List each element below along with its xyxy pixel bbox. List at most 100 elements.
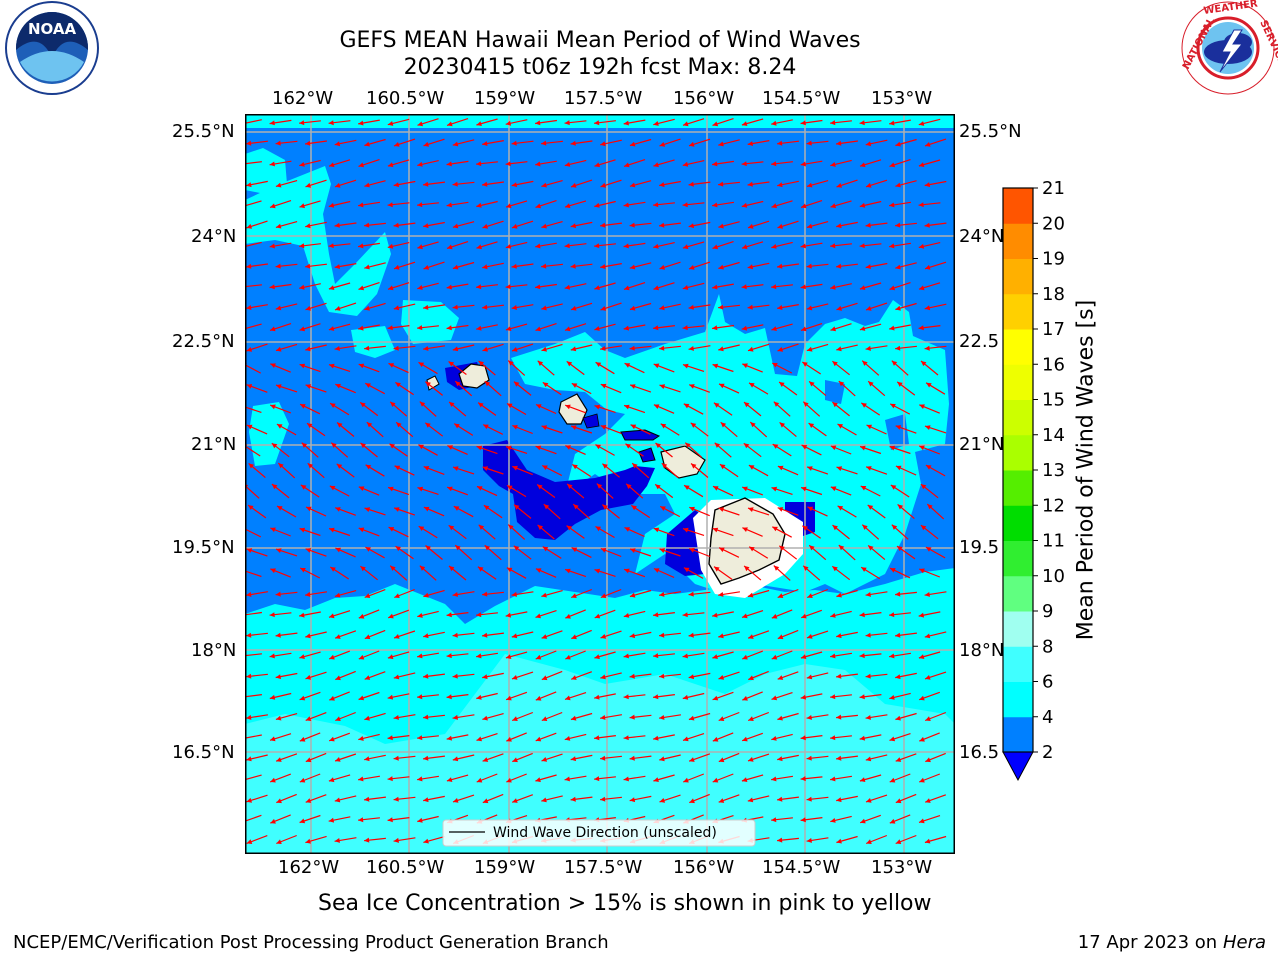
wind-wave-arrowhead	[511, 140, 517, 146]
wind-wave-arrowhead	[868, 545, 874, 551]
wind-wave-arrowhead	[269, 161, 275, 167]
wind-wave-arrowhead	[741, 284, 747, 290]
wind-wave-arrowhead	[511, 633, 518, 639]
wind-wave-arrowhead	[594, 326, 600, 331]
wind-wave-arrowhead	[565, 695, 571, 701]
wind-wave-arrow	[245, 694, 262, 698]
wind-wave-arrowhead	[417, 817, 423, 823]
wind-wave-arrowhead	[423, 346, 429, 351]
colorbar-label: Mean Period of Wind Waves [s]	[1073, 299, 1099, 641]
wind-wave-arrowhead	[535, 161, 541, 167]
wind-wave-arrowhead	[505, 161, 511, 167]
wind-wave-arrowhead	[806, 796, 812, 802]
wind-wave-arrowhead	[807, 466, 813, 471]
wind-wave-arrowhead	[358, 527, 365, 533]
wind-wave-arrowhead	[425, 381, 431, 387]
wind-wave-arrowhead	[926, 382, 932, 388]
wind-wave-arrowhead	[511, 305, 517, 310]
wind-wave-arrowhead	[744, 565, 750, 572]
wind-wave-arrowhead	[629, 141, 636, 147]
wind-wave-arrowhead	[571, 634, 577, 640]
wind-wave-arrowhead	[246, 223, 252, 229]
wind-wave-arrowhead	[743, 443, 750, 449]
wind-wave-arrowhead	[275, 715, 282, 721]
wind-wave-arrowhead	[689, 506, 695, 512]
wind-wave-arrowhead	[889, 162, 896, 168]
colorbar-tick-label: 21	[1042, 180, 1065, 199]
wind-wave-arrowhead	[446, 284, 452, 290]
wind-wave-arrowhead	[275, 674, 282, 680]
wind-wave-arrowhead	[477, 486, 483, 491]
wind-wave-arrowhead	[836, 673, 842, 679]
wind-wave-arrowhead	[688, 591, 694, 597]
map-frame	[245, 114, 955, 854]
map-panel: Wind Wave Direction (unscaled)	[245, 114, 955, 854]
wind-wave-arrowhead	[808, 423, 815, 428]
wind-wave-arrowhead	[299, 736, 306, 742]
wind-wave-arrowhead	[329, 695, 335, 701]
wind-wave-arrowhead	[595, 526, 601, 532]
wind-wave-arrowhead	[718, 716, 725, 721]
wind-wave-arrowhead	[777, 715, 783, 721]
wind-wave-arrowhead	[749, 382, 755, 388]
wind-wave-arrowhead	[299, 527, 306, 533]
wind-wave-arrowhead	[800, 654, 807, 659]
wind-wave-arrowhead	[248, 505, 254, 510]
wind-wave-arrowhead	[512, 347, 518, 352]
wind-wave-arrow	[245, 119, 262, 124]
wind-wave-arrowhead	[305, 798, 312, 803]
wind-wave-arrowhead	[629, 592, 636, 598]
lat-label-left: 18°N	[191, 640, 237, 661]
wind-wave-arrowhead	[747, 264, 754, 270]
lon-label-bottom: 156°W	[673, 857, 735, 878]
wind-wave-arrowhead	[925, 716, 931, 721]
wind-wave-arrowhead	[865, 222, 871, 228]
lon-label-top: 153°W	[871, 88, 933, 109]
wind-wave-arrowhead	[653, 404, 660, 409]
wind-wave-arrowhead	[800, 120, 806, 126]
wind-wave-arrowhead	[712, 363, 719, 369]
wind-wave-arrowhead	[623, 694, 629, 700]
wind-wave-arrowhead	[624, 404, 630, 410]
wind-wave-arrowhead	[897, 504, 904, 510]
wind-wave-arrow	[245, 241, 262, 248]
colorbar-segment	[1003, 505, 1033, 541]
wind-wave-arrowhead	[777, 347, 784, 352]
wind-wave-arrowhead	[653, 162, 659, 168]
wind-wave-arrowhead	[476, 161, 482, 167]
wind-wave-arrowhead	[423, 592, 429, 598]
wind-wave-arrowhead	[299, 243, 305, 249]
wind-wave-arrowhead	[659, 222, 665, 228]
wind-wave-arrowhead	[689, 141, 695, 147]
wind-wave-arrowhead	[358, 776, 364, 782]
colorbar-tick-label: 16	[1042, 354, 1065, 375]
colorbar: 2 4 6 8 9 10 11 12 13 14 15 16 17 18 19 20 21	[1002, 180, 1065, 782]
wind-wave-arrowhead	[919, 568, 925, 574]
wind-wave-arrowhead	[423, 673, 429, 679]
wind-wave-arrowhead	[682, 325, 688, 331]
wind-wave-arrowhead	[865, 756, 872, 762]
lat-label-left: 24°N	[191, 226, 237, 247]
wind-wave-arrowhead	[777, 634, 784, 640]
wind-wave-arrowhead	[535, 120, 541, 126]
period-patch-nw-1	[245, 148, 287, 194]
wind-wave-arrowhead	[653, 202, 659, 208]
wind-wave-arrowhead	[689, 265, 695, 270]
wind-wave-arrowhead	[713, 402, 720, 408]
wind-wave-arrowhead	[305, 838, 311, 844]
wind-wave-arrowhead	[305, 591, 311, 597]
wind-wave-arrowhead	[565, 326, 571, 332]
wind-wave-arrowhead	[571, 305, 577, 311]
wind-wave-arrowhead	[511, 591, 517, 597]
wind-wave-arrowhead	[299, 326, 305, 332]
wind-wave-arrowhead	[535, 654, 542, 660]
wind-wave-arrowhead	[629, 264, 636, 270]
wind-wave-arrowhead	[718, 223, 724, 229]
wind-wave-arrowhead	[541, 634, 548, 639]
wind-wave-arrowhead	[275, 182, 282, 188]
wind-wave-arrowhead	[777, 465, 784, 471]
wind-wave-arrowhead	[535, 613, 541, 619]
lon-label-top: 159°W	[474, 88, 536, 109]
wind-wave-arrow	[245, 323, 262, 330]
wind-wave-arrowhead	[564, 776, 570, 782]
